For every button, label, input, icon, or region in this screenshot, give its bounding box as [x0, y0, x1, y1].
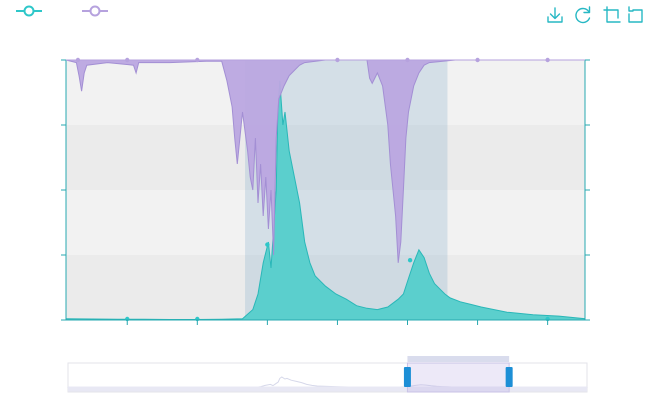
- refresh-icon: [575, 6, 591, 24]
- data-zoom-button[interactable]: [603, 6, 621, 23]
- crop-icon: [603, 6, 621, 23]
- circle-line-icon: [89, 5, 101, 17]
- axes: [61, 59, 590, 325]
- flow-point: [265, 242, 270, 247]
- flow-area: [65, 80, 586, 321]
- series-markers: [75, 57, 550, 322]
- zoom-window-cap[interactable]: [407, 356, 510, 362]
- grid-band: [66, 60, 585, 125]
- legend[interactable]: [16, 5, 108, 17]
- zoom-window[interactable]: [406, 362, 510, 393]
- flow-point: [407, 258, 413, 263]
- legend-rainfall[interactable]: [82, 5, 108, 17]
- zoom-handle-right[interactable]: [505, 367, 513, 387]
- rainfall-area: [65, 59, 585, 263]
- plot-area: [61, 57, 590, 325]
- restore-button[interactable]: [575, 6, 591, 24]
- grid-band: [66, 190, 585, 255]
- download-icon: [547, 7, 563, 23]
- zoom-handle-left[interactable]: [403, 367, 411, 387]
- toolbox[interactable]: [547, 6, 643, 24]
- data-zoom-slider[interactable]: [67, 356, 588, 393]
- save-image-button[interactable]: [547, 7, 563, 23]
- back-icon: [628, 6, 643, 23]
- legend-flow[interactable]: [16, 5, 42, 17]
- grid-band: [66, 125, 585, 190]
- zoom-reset-button[interactable]: [628, 6, 643, 23]
- circle-line-icon: [23, 5, 35, 17]
